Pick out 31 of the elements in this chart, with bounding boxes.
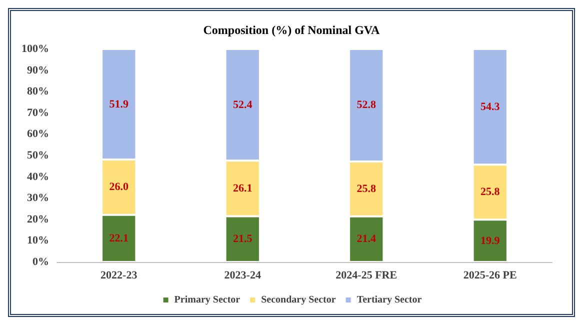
y-tick-label: 80% bbox=[27, 86, 49, 98]
y-tick-label: 50% bbox=[27, 150, 49, 162]
y-tick-label: 100% bbox=[22, 43, 49, 55]
x-tick-label: 2023-24 bbox=[224, 270, 262, 282]
data-label: 22.1 bbox=[109, 232, 128, 244]
data-label: 52.8 bbox=[356, 99, 376, 112]
y-tick-label: 20% bbox=[27, 213, 49, 226]
legend-label: Primary Sector bbox=[174, 294, 241, 306]
data-label: 25.8 bbox=[480, 186, 500, 198]
y-tick-label: 90% bbox=[27, 64, 49, 76]
x-tick-label: 2025-26 PE bbox=[463, 270, 517, 282]
chart-title: Composition (%) of Nominal GVA bbox=[203, 23, 380, 37]
data-label: 19.9 bbox=[480, 234, 500, 247]
legend-label: Secondary Sector bbox=[261, 294, 336, 306]
data-label: 26.0 bbox=[109, 181, 129, 194]
legend-label: Tertiary Sector bbox=[356, 294, 422, 306]
y-tick-label: 0% bbox=[32, 256, 49, 268]
data-label: 54.3 bbox=[480, 100, 500, 113]
y-tick-label: 70% bbox=[27, 106, 49, 119]
x-tick-label: 2024-25 FRE bbox=[336, 270, 398, 282]
data-label: 51.9 bbox=[109, 98, 129, 110]
y-tick-label: 40% bbox=[27, 170, 49, 183]
data-label: 26.1 bbox=[233, 182, 252, 194]
data-label: 21.5 bbox=[233, 233, 253, 246]
x-tick-label: 2022-23 bbox=[100, 270, 138, 282]
y-tick-label: 60% bbox=[27, 128, 49, 140]
data-label: 25.8 bbox=[356, 182, 376, 195]
y-tick-label: 10% bbox=[27, 234, 49, 247]
y-tick-label: 30% bbox=[27, 192, 49, 204]
data-label: 21.4 bbox=[356, 233, 376, 246]
data-label: 52.4 bbox=[233, 98, 253, 111]
